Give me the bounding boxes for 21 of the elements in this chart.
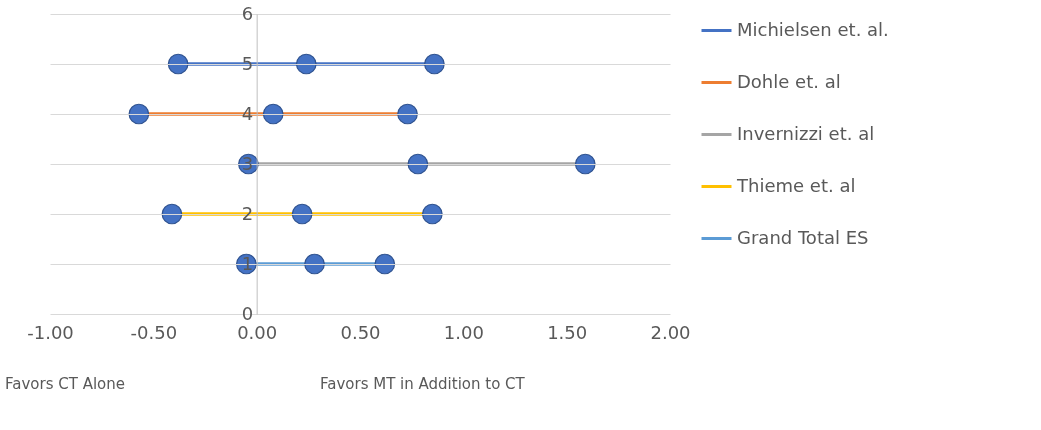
point [167, 53, 189, 75]
legend-label: Michielsen et. al. [737, 18, 889, 40]
x-tick-label: 1.50 [547, 321, 588, 343]
text: Favors CT Alone [5, 375, 125, 393]
point [304, 253, 325, 275]
legend-label: Invernizzi et. al [737, 122, 875, 144]
x-tick-label: -0.50 [130, 321, 178, 343]
legend-label: Grand Total ES [737, 226, 869, 248]
x-tick-label: 1.00 [443, 321, 484, 343]
y-tick-label: 6 [241, 2, 254, 24]
x-tick-label: -1.00 [27, 321, 74, 343]
point [424, 53, 445, 75]
point [295, 53, 317, 75]
point [374, 253, 396, 275]
y-tick-label: 0 [241, 302, 254, 324]
x-tick-label: 0.50 [340, 321, 381, 343]
legend-label: Dohle et. al [737, 70, 841, 92]
x-tick-label: 0.00 [237, 321, 278, 343]
text: Favors MT in Addition to CT [320, 375, 526, 393]
legend-label: Thieme et. al [736, 174, 856, 196]
x-tick-label: 2.00 [650, 321, 691, 343]
